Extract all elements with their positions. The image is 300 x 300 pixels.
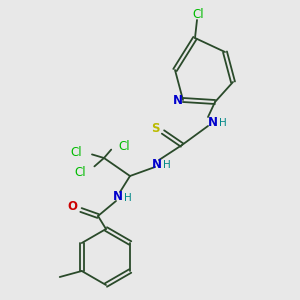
Text: Cl: Cl — [118, 140, 130, 152]
Text: Cl: Cl — [70, 146, 82, 160]
Text: N: N — [113, 190, 123, 203]
Text: N: N — [152, 158, 162, 170]
Text: Cl: Cl — [192, 8, 204, 20]
Text: Cl: Cl — [74, 167, 86, 179]
Text: H: H — [124, 193, 132, 203]
Text: O: O — [67, 200, 77, 212]
Text: N: N — [173, 94, 183, 107]
Text: H: H — [219, 118, 227, 128]
Text: H: H — [163, 160, 171, 170]
Text: S: S — [151, 122, 159, 136]
Text: N: N — [208, 116, 218, 128]
